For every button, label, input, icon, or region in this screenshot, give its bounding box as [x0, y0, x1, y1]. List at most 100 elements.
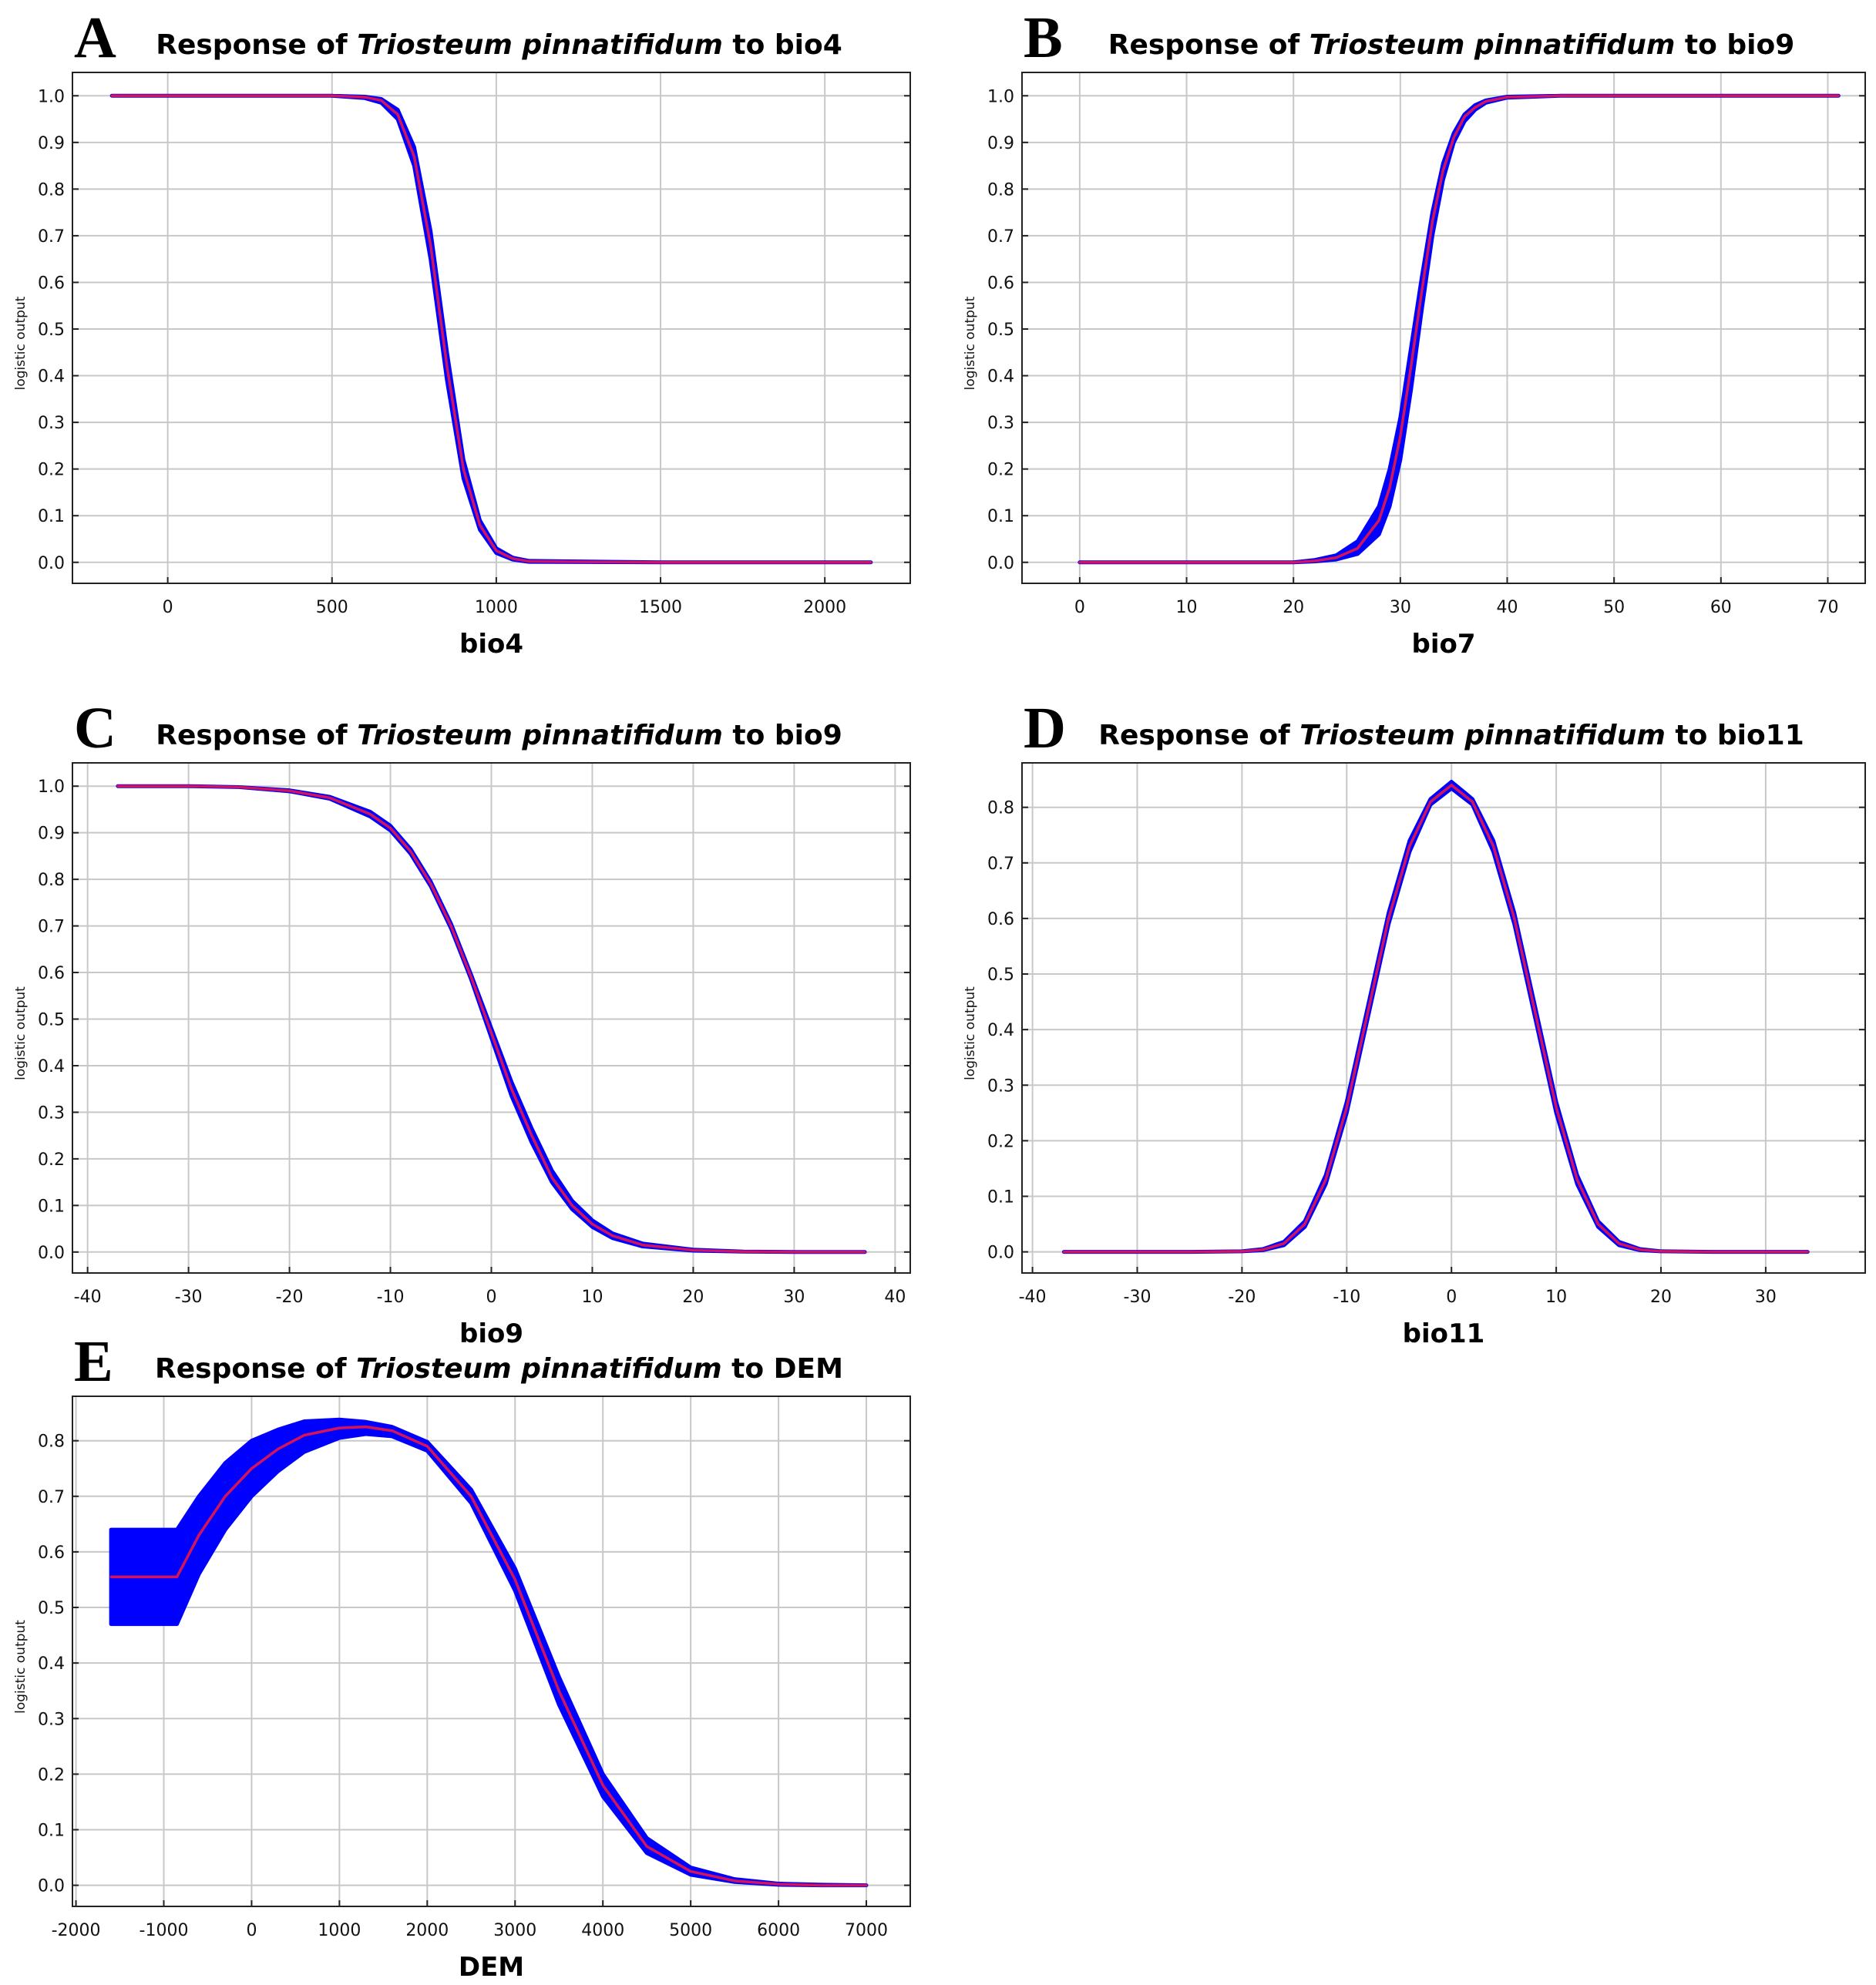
panel-a-y-tick-label: 0.8 — [38, 180, 65, 200]
panel-b-y-tick-label: 0.1 — [987, 507, 1014, 526]
panel-d-data-point — [1283, 1242, 1286, 1245]
panel-b-data-point — [1356, 546, 1359, 550]
panel-c-x-tick-label: -10 — [377, 1288, 405, 1307]
panel-a-data-point — [396, 113, 399, 116]
panel-b-x-tick-label: 70 — [1817, 598, 1838, 617]
panel-b-data-point — [1399, 435, 1402, 438]
panel-d-y-tick-label: 0.7 — [987, 855, 1014, 874]
panel-e-data-point — [601, 1784, 604, 1787]
panel-a-data-point — [166, 94, 170, 97]
panel-c-y-tick-label: 0.3 — [38, 1103, 65, 1123]
panel-b-data-point — [1313, 559, 1316, 563]
panel-a-data-point — [110, 94, 113, 97]
panel-a-title-suffix: to bio4 — [723, 29, 842, 61]
panel-a-y-tick-label: 1.0 — [38, 87, 65, 106]
panel-d-data-point — [1062, 1250, 1065, 1254]
panel-c-data-point — [328, 796, 331, 799]
panel-b-data-point — [1335, 556, 1338, 559]
panel-c-y-tick-label: 0.2 — [38, 1150, 65, 1170]
panel-a-data-point — [495, 549, 498, 553]
panel-e-data-point — [364, 1426, 368, 1429]
panel-b-plot-area — [1022, 72, 1865, 583]
panel-d-x-tick-label: -40 — [1019, 1288, 1047, 1307]
panel-d-y-tick-label: 0.3 — [987, 1076, 1014, 1096]
panel-a-x-tick-label: 0 — [163, 598, 173, 617]
panel-e-x-tick-label: -2000 — [52, 1921, 101, 1940]
panel-e: E Response of Triosteum pinnatifidum to D… — [13, 1329, 911, 1983]
panel-b-data-point — [1410, 364, 1413, 368]
panel-d-y-tick-label: 0.1 — [987, 1187, 1014, 1207]
panel-a-frame — [72, 72, 911, 584]
panel-d-y-tick-label: 0.5 — [987, 966, 1014, 985]
panel-e-y-tick-label: 0.7 — [38, 1488, 65, 1507]
panel-c-x-tick-label: 0 — [486, 1288, 497, 1307]
panel-e-title-suffix: to DEM — [722, 1353, 843, 1385]
panel-e-x-tick-label: 7000 — [845, 1921, 888, 1940]
panel-b-data-point — [1474, 106, 1477, 109]
panel-c-frame — [72, 762, 911, 1274]
panel-a-y-tick-label: 0.3 — [38, 414, 65, 433]
panel-d-frame — [1021, 762, 1866, 1274]
panel-c-data-point — [388, 827, 392, 830]
panel-c-x-tick-label: 10 — [581, 1288, 603, 1307]
panel-d-x-tick-label: -20 — [1228, 1288, 1256, 1307]
panel-a-data-point — [527, 559, 531, 563]
panel-d-x-tick-label: 30 — [1755, 1288, 1777, 1307]
panel-c-y-tick-label: 0.7 — [38, 918, 65, 937]
panel-e-data-point — [391, 1429, 394, 1432]
panel-c-y-tick-label: 0.1 — [38, 1197, 65, 1216]
panel-d-title-prefix: Response of — [1098, 720, 1299, 751]
panel-c: C Response of Triosteum pinnatifidum to b… — [13, 696, 911, 1349]
panel-c-data-point — [237, 785, 240, 789]
panel-b-y-tick-label: 0.3 — [987, 414, 1014, 433]
panel-b-title-species: Triosteum pinnatifidum — [1310, 29, 1676, 61]
panel-c-x-tick-label: 40 — [884, 1288, 906, 1307]
panel-c-y-tick-label: 0.6 — [38, 964, 65, 983]
panel-e-x-tick-label: 2000 — [405, 1921, 449, 1940]
panel-c-x-tick-label: -40 — [74, 1288, 102, 1307]
panel-c-y-axis-label: logistic output — [13, 986, 29, 1080]
panel-b-data-point — [1377, 519, 1380, 522]
panel-b-data-point — [1484, 99, 1488, 103]
panel-d-data-point — [1712, 1250, 1715, 1254]
panel-d-x-tick-label: -30 — [1124, 1288, 1151, 1307]
panel-e-data-point — [250, 1467, 254, 1470]
panel-d-data-point — [1659, 1250, 1663, 1253]
panel-d-data-point — [1345, 1106, 1348, 1109]
panel-d-data-point — [1639, 1248, 1642, 1251]
panel-b-y-tick-label: 0.4 — [987, 368, 1014, 387]
panel-a: A Response of Triosteum pinnatifidum to b… — [13, 5, 911, 660]
panel-d-x-axis-label: bio11 — [1403, 1318, 1485, 1349]
panel-d-data-point — [1596, 1222, 1600, 1226]
panel-c-y-tick-label: 0.5 — [38, 1011, 65, 1030]
panel-e-x-tick-label: 1000 — [318, 1921, 361, 1940]
panel-e-y-tick-label: 0.6 — [38, 1543, 65, 1563]
panel-a-data-point — [659, 561, 662, 564]
panel-a-x-tick-label: 1000 — [475, 598, 518, 617]
panel-b-data-point — [1078, 561, 1081, 564]
panel-e-data-point — [777, 1883, 780, 1886]
panel-c-data-point — [287, 789, 291, 792]
panel-a-y-tick-label: 0.1 — [38, 507, 65, 526]
panel-b-x-tick-label: 60 — [1710, 598, 1732, 617]
panel-e-y-tick-label: 0.5 — [38, 1599, 65, 1618]
panel-b-title: Response of Triosteum pinnatifidum to bi… — [1108, 29, 1795, 61]
panel-e-data-point — [689, 1869, 692, 1873]
panel-e-data-point — [513, 1578, 516, 1581]
panel-e-data-point — [733, 1879, 736, 1883]
panel-d-data-point — [1366, 1011, 1370, 1015]
panel-b-title-prefix: Response of — [1108, 29, 1310, 61]
panel-c-title: Response of Triosteum pinnatifidum to bi… — [156, 720, 842, 751]
panel-e-x-tick-label: 0 — [246, 1921, 257, 1940]
panel-d-data-point — [1450, 784, 1453, 787]
panel-c-data-point — [510, 1087, 513, 1090]
panel-c-data-point — [530, 1134, 533, 1137]
panel-a-data-point — [429, 244, 432, 247]
panel-c-data-point — [429, 882, 432, 885]
panel-e-y-tick-label: 0.8 — [38, 1432, 65, 1452]
panel-b-x-tick-label: 0 — [1074, 598, 1085, 617]
panel-a-x-tick-label: 1500 — [639, 598, 682, 617]
panel-b-data-point — [1292, 561, 1295, 564]
panel-e-data-point — [197, 1533, 200, 1537]
panel-c-data-point — [116, 784, 119, 788]
